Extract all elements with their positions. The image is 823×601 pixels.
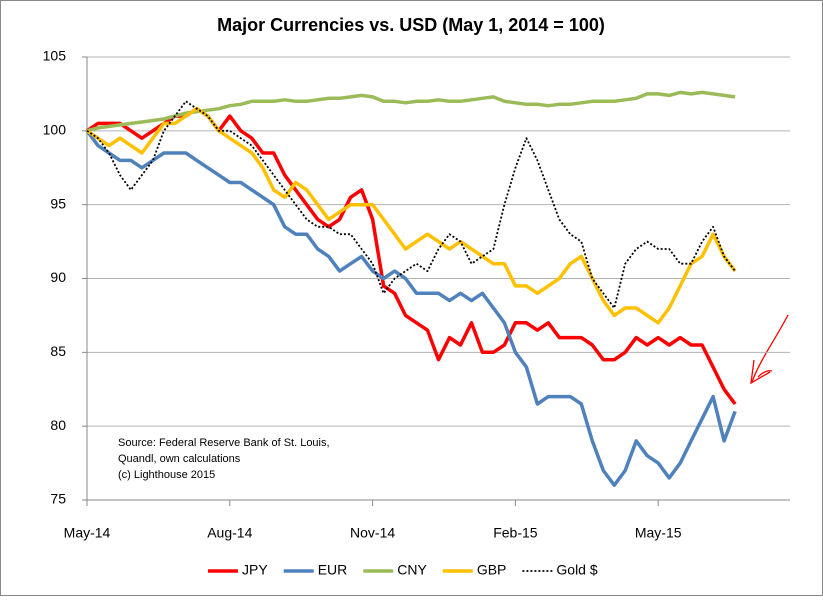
legend-label: CNY: [397, 562, 427, 578]
legend-label: EUR: [318, 562, 348, 578]
y-tick-label: 100: [43, 122, 67, 138]
y-tick-label: 105: [43, 48, 67, 64]
series-line: [85, 129, 737, 487]
annotation-line: (c) Lighthouse 2015: [118, 469, 215, 481]
x-tick-label: Aug-14: [207, 525, 252, 541]
x-tick-label: May-14: [64, 525, 111, 541]
x-tick-label: May-15: [635, 525, 682, 541]
hand-arrow-head: [750, 359, 773, 385]
annotation-line: Quandl, own calculations: [118, 453, 241, 465]
legend-label: GBP: [477, 562, 507, 578]
annotation-line: Source: Federal Reserve Bank of St. Loui…: [118, 437, 330, 449]
series-line: [86, 100, 736, 309]
y-tick-label: 95: [50, 195, 66, 211]
x-tick-label: Nov-14: [350, 525, 395, 541]
chart-title: Major Currencies vs. USD (May 1, 2014 = …: [217, 15, 605, 35]
hand-arrow: [751, 314, 789, 383]
legend-label: JPY: [242, 562, 268, 578]
annotation: Source: Federal Reserve Bank of St. Loui…: [118, 437, 330, 481]
legend-label: Gold $: [556, 562, 597, 578]
series-line: [86, 106, 737, 325]
x-tick-label: Feb-15: [493, 525, 538, 541]
y-tick-label: 75: [50, 491, 66, 507]
y-tick-label: 80: [50, 417, 66, 433]
y-tick-label: 90: [50, 269, 66, 285]
y-tick-label: 85: [50, 343, 66, 359]
